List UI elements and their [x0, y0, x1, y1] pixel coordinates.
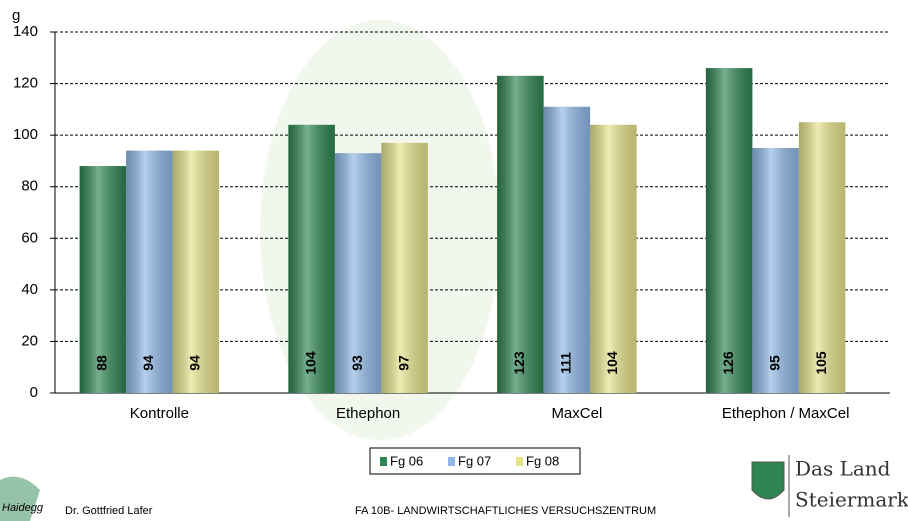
value-label: 126: [720, 351, 736, 375]
value-label: 123: [511, 351, 527, 375]
value-label: 94: [140, 355, 156, 371]
y-tick-label: 80: [21, 178, 38, 195]
x-tick-label: Kontrolle: [130, 405, 189, 422]
institution: FA 10B- LANDWIRTSCHAFTLICHES VERSUCHSZEN…: [355, 505, 656, 517]
value-label: 94: [187, 355, 203, 371]
bar: [705, 68, 753, 393]
value-label: 104: [302, 351, 318, 375]
y-tick-label: 100: [13, 126, 38, 143]
right-logo-line2: Steiermark: [795, 488, 908, 512]
y-tick-label: 120: [13, 75, 38, 92]
right-logo-line1: Das Land: [795, 457, 891, 481]
value-label: 105: [813, 351, 829, 375]
bar: [543, 106, 591, 394]
value-label: 88: [94, 355, 110, 371]
bar: [497, 75, 544, 393]
legend-label: Fg 08: [526, 453, 559, 468]
x-tick-label: Ethephon: [336, 405, 400, 422]
coat-of-arms: [751, 461, 785, 500]
value-label: 95: [766, 355, 782, 371]
value-label: 93: [349, 355, 365, 371]
author: Dr. Gottfried Lafer: [65, 505, 153, 517]
y-tick-label: 20: [21, 332, 38, 349]
x-tick-label: MaxCel: [551, 405, 602, 422]
value-label: 97: [395, 355, 411, 371]
legend-label: Fg 06: [390, 453, 423, 468]
legend-swatch: [448, 457, 455, 466]
left-logo-mark: [0, 476, 40, 521]
legend-swatch: [380, 457, 387, 466]
value-label: 104: [604, 351, 620, 375]
legend-swatch: [516, 457, 523, 466]
y-tick-label: 140: [13, 23, 38, 40]
x-tick-label: Ethephon / MaxCel: [722, 405, 850, 422]
y-tick-label: 40: [21, 281, 38, 298]
y-tick-label: 0: [30, 384, 38, 401]
value-label: 111: [558, 352, 574, 374]
y-tick-label: 60: [21, 229, 38, 246]
legend-label: Fg 07: [458, 453, 491, 468]
legend-box: [369, 447, 581, 475]
y-axis-unit: g: [12, 7, 20, 24]
left-logo: Haidegg: [2, 502, 44, 514]
